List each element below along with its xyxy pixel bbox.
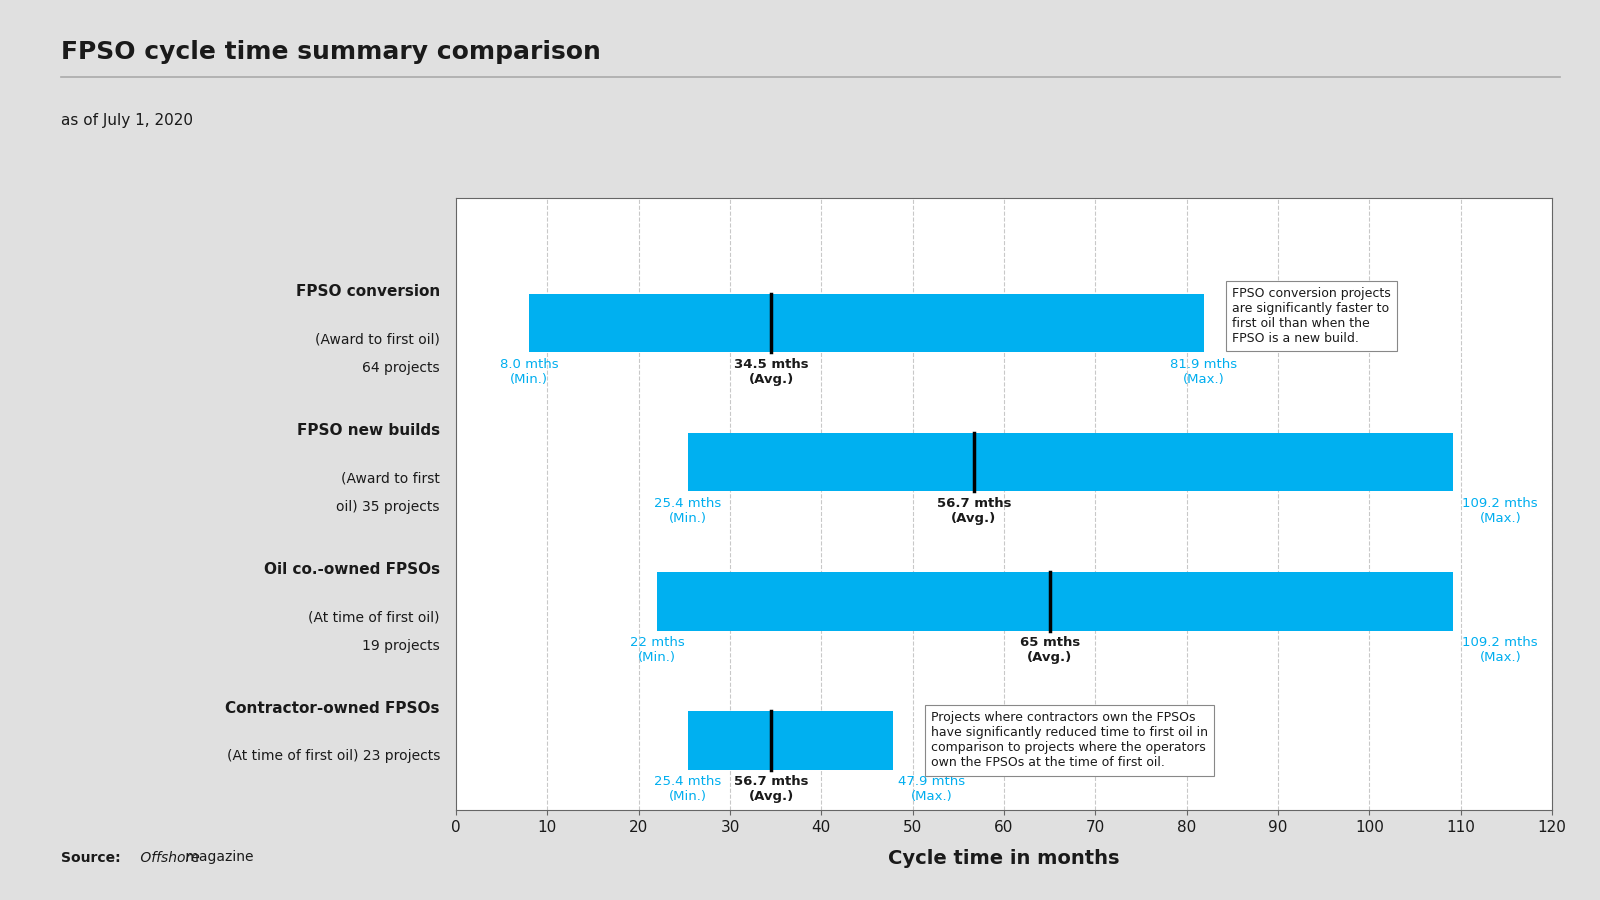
Text: FPSO new builds: FPSO new builds [298,423,440,438]
X-axis label: Cycle time in months: Cycle time in months [888,849,1120,868]
Text: 47.9 mths
(Max.): 47.9 mths (Max.) [898,775,965,803]
Text: 56.7 mths
(Avg.): 56.7 mths (Avg.) [936,497,1011,525]
Text: 109.2 mths
(Max.): 109.2 mths (Max.) [1462,636,1538,664]
Text: 34.5 mths
(Avg.): 34.5 mths (Avg.) [734,358,808,386]
Text: 56.7 mths
(Avg.): 56.7 mths (Avg.) [734,775,808,803]
Bar [658,572,1453,631]
Bar [688,433,1453,491]
Text: 81.9 mths
(Max.): 81.9 mths (Max.) [1171,358,1237,386]
Text: Contractor-owned FPSOs: Contractor-owned FPSOs [226,701,440,716]
Text: oil) 35 projects: oil) 35 projects [336,500,440,514]
Text: magazine: magazine [181,850,253,865]
Text: Projects where contractors own the FPSOs
have significantly reduced time to firs: Projects where contractors own the FPSOs… [931,712,1208,769]
Text: (At time of first oil) 23 projects: (At time of first oil) 23 projects [227,750,440,763]
Text: 64 projects: 64 projects [362,361,440,375]
Text: 65 mths
(Avg.): 65 mths (Avg.) [1019,636,1080,664]
Text: Offshore: Offshore [136,850,200,865]
Text: 8.0 mths
(Min.): 8.0 mths (Min.) [499,358,558,386]
Text: 25.4 mths
(Min.): 25.4 mths (Min.) [654,775,722,803]
Bar [530,294,1205,353]
Text: 109.2 mths
(Max.): 109.2 mths (Max.) [1462,497,1538,525]
Text: FPSO conversion projects
are significantly faster to
first oil than when the
FPS: FPSO conversion projects are significant… [1232,287,1390,346]
Text: (Award to first oil): (Award to first oil) [315,332,440,347]
Text: (Award to first: (Award to first [341,472,440,485]
Text: Oil co.-owned FPSOs: Oil co.-owned FPSOs [264,562,440,578]
Text: FPSO cycle time summary comparison: FPSO cycle time summary comparison [61,40,600,65]
Text: (At time of first oil): (At time of first oil) [309,610,440,625]
Text: 25.4 mths
(Min.): 25.4 mths (Min.) [654,497,722,525]
Bar [688,711,893,770]
Text: FPSO conversion: FPSO conversion [296,284,440,299]
Text: as of July 1, 2020: as of July 1, 2020 [61,112,194,128]
Text: Source:: Source: [61,850,120,865]
Text: 22 mths
(Min.): 22 mths (Min.) [629,636,685,664]
Text: 19 projects: 19 projects [362,639,440,653]
